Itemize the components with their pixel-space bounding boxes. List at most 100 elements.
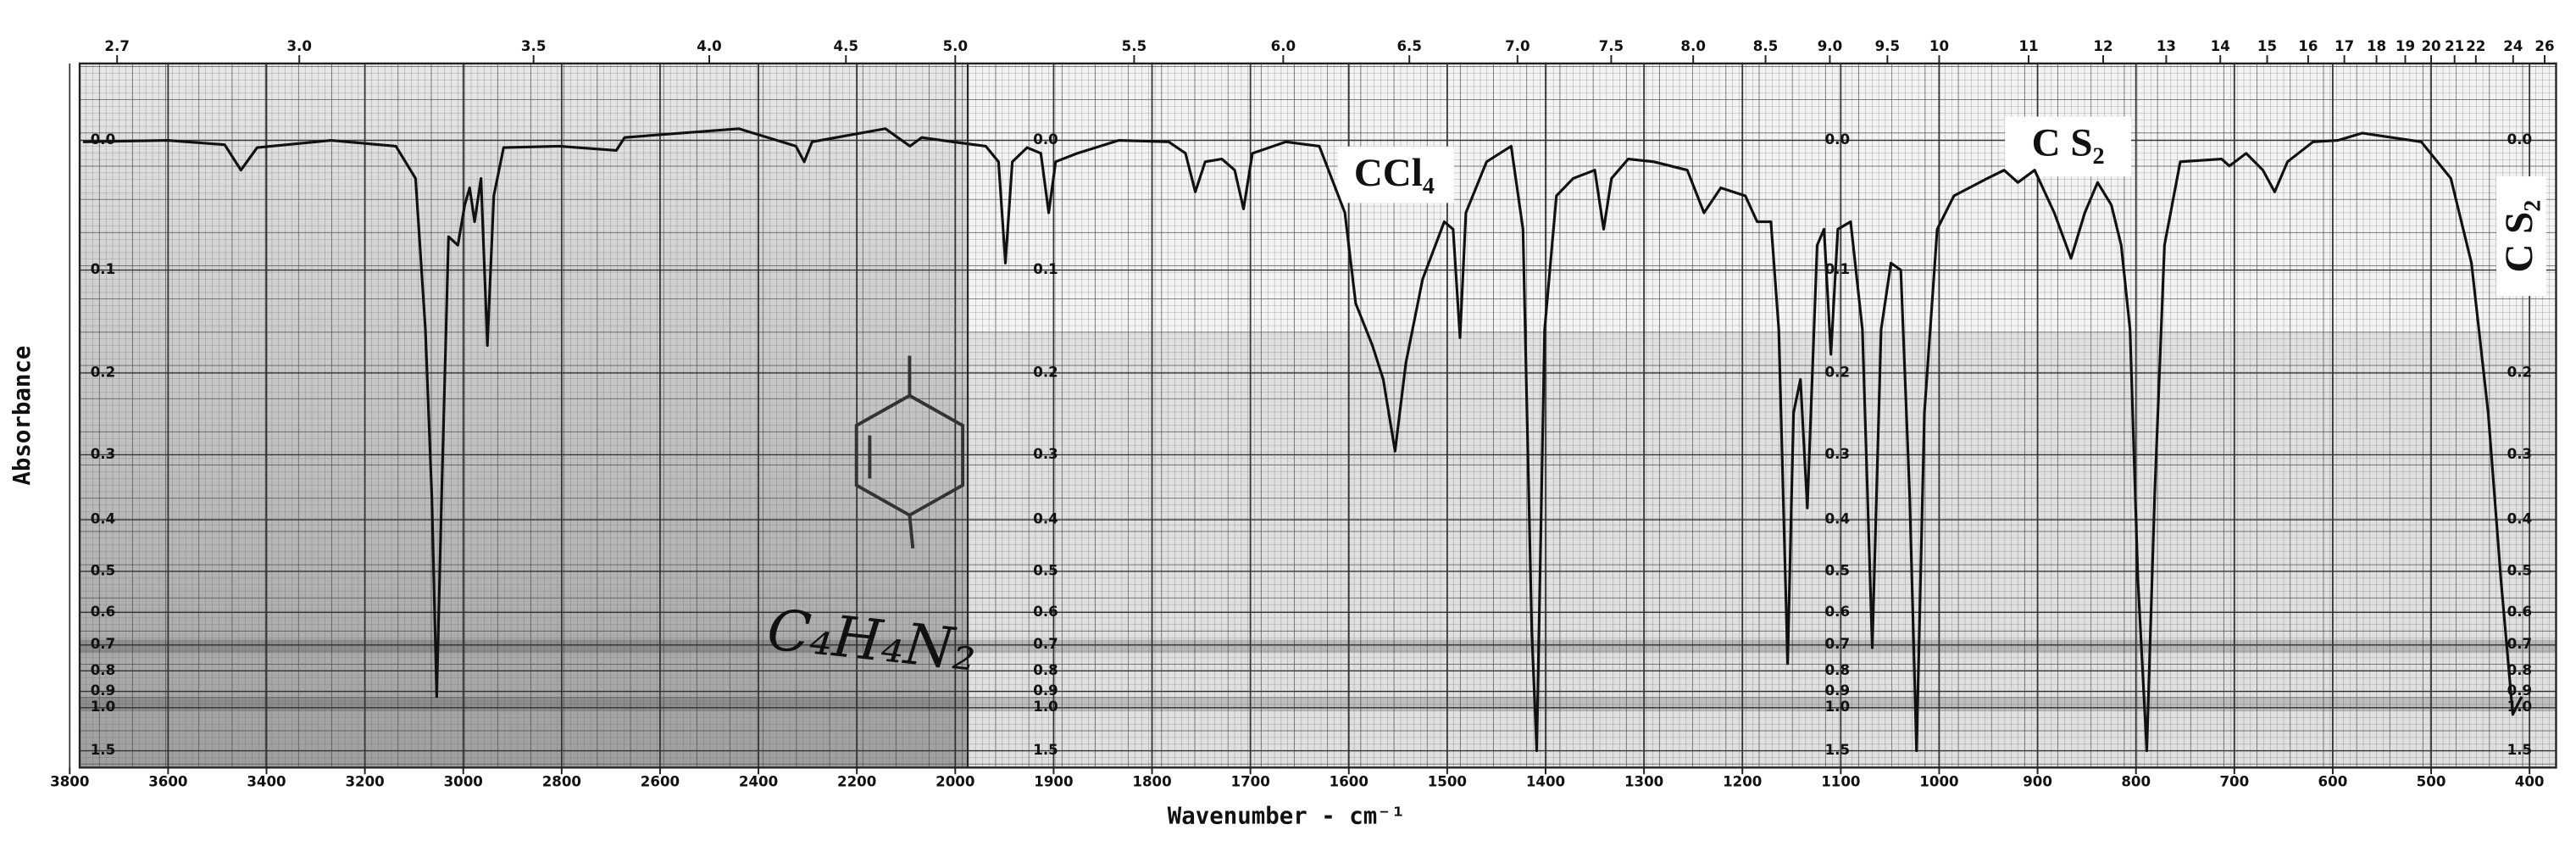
y-tick-label: 0.5	[91, 562, 115, 578]
x-tick-label: 2400	[739, 774, 778, 790]
y-axis-title: Absorbance	[9, 346, 36, 486]
annotation: CCl₄	[1354, 151, 1435, 195]
x-tick-label: 2200	[837, 774, 876, 790]
x-tick-label: 1500	[1428, 774, 1467, 790]
y-tick-label: 0.7	[1033, 636, 1058, 652]
plot	[82, 127, 2523, 753]
label-box	[2496, 176, 2546, 297]
y-tick-label: 0.6	[2507, 604, 2532, 620]
y-tick-label: 0.9	[1825, 682, 1850, 699]
x2-tick-label: 15	[2257, 38, 2277, 54]
x2-tick-label: 17	[2334, 38, 2354, 54]
annotation: C S₂	[2497, 200, 2541, 273]
label-box	[2005, 116, 2132, 177]
y-tick-label: 0.5	[2507, 562, 2532, 578]
x2-tick-label: 3.5	[521, 38, 546, 54]
y-tick-label: 0.6	[1033, 604, 1058, 620]
y-tick-label: 1.0	[91, 699, 115, 715]
x2-tick-label: 12	[2093, 38, 2112, 54]
y-tick-label: 0.3	[91, 446, 115, 462]
y-tick-label: 0.8	[1033, 662, 1058, 678]
y-tick-label: 0.4	[91, 511, 115, 527]
y-tick-label: 0.4	[2507, 511, 2532, 527]
y-tick-label: 0.6	[91, 604, 115, 620]
x2-tick-label: 9.5	[1875, 38, 1900, 54]
x-tick-label: 2000	[935, 774, 974, 790]
y-tick-label: 0.2	[1825, 364, 1850, 380]
x-tick-label: 1000	[1919, 774, 1958, 790]
paper-band	[80, 698, 2557, 711]
x-tick-label: 1600	[1330, 774, 1368, 790]
y-tick-label: 0.7	[91, 636, 115, 652]
x-tick-label: 1400	[1526, 774, 1565, 790]
y-tick-label: 0.1	[1825, 261, 1850, 277]
x2-tick-label: 5.0	[943, 38, 968, 54]
x-axis-title: Wavenumber - cm⁻¹	[1168, 804, 1406, 830]
y-tick-label: 0.5	[1825, 562, 1850, 578]
y-tick-label: 0.2	[1033, 364, 1058, 380]
x2-tick-label: 7.5	[1599, 38, 1624, 54]
y-tick-label: 0.2	[2507, 364, 2532, 380]
y-tick-label: 0.3	[1033, 446, 1058, 462]
x2-tick-label: 26	[2534, 38, 2554, 54]
ring-bond	[868, 355, 915, 549]
x-tick-label: 3400	[247, 774, 286, 790]
y-tick-label: 0.7	[1825, 636, 1850, 652]
x-tick-label: 3800	[50, 774, 89, 790]
annotation: C S₂	[2032, 121, 2105, 165]
x-tick-label: 400	[2515, 774, 2545, 790]
label-box	[1337, 146, 1454, 203]
y-tick-label: 0.8	[2507, 662, 2532, 678]
x2-tick-label: 24	[2503, 38, 2523, 54]
x2-tick-label: 3.0	[286, 38, 311, 54]
frame	[78, 62, 2557, 769]
x-tick-label: 1200	[1723, 774, 1762, 790]
y-tick-label: 1.5	[2507, 742, 2532, 758]
x-tick-label: 3000	[444, 774, 483, 790]
x2-tick-label: 20	[2421, 38, 2440, 54]
x2-tick-label: 19	[2396, 38, 2415, 54]
y-tick-label: 0.0	[1825, 131, 1850, 148]
spectrum-line	[82, 127, 2523, 753]
x-tick-label: 1300	[1624, 774, 1663, 790]
x2-tick-label: 6.5	[1396, 38, 1421, 54]
x2-tick-label: 21	[2445, 38, 2464, 54]
y-tick-label: 0.9	[1033, 682, 1058, 699]
y-tick-label: 0.4	[1033, 511, 1058, 527]
grid	[69, 55, 2557, 775]
y-tick-label: 1.5	[91, 742, 115, 758]
x-tick-label: 1900	[1034, 774, 1073, 790]
x2-tick-label: 9.0	[1818, 38, 1842, 54]
y-tick-label: 0.5	[1033, 562, 1058, 578]
y-tick-label: 1.0	[1825, 699, 1850, 715]
y-tick-label: 0.1	[91, 261, 115, 277]
x-tick-label: 3200	[345, 774, 384, 790]
y-tick-label: 0.0	[1033, 131, 1058, 148]
x2-tick-label: 7.0	[1505, 38, 1530, 54]
x2-tick-label: 10	[1929, 38, 1949, 54]
tick-labels: 3800 3600 3400 3200 3000 2800 2600 2400 2200 2000…	[50, 38, 2554, 790]
y-tick-label: 0.6	[1825, 604, 1850, 620]
y-tick-label: 0.8	[91, 662, 115, 678]
x-tick-label: 1800	[1132, 774, 1171, 790]
x-tick-label: 2800	[542, 774, 581, 790]
y-tick-label: 1.5	[1033, 742, 1058, 758]
x2-tick-label: 8.5	[1753, 38, 1778, 54]
x2-tick-label: 22	[2466, 38, 2485, 54]
y-tick-label: 0.3	[1825, 446, 1850, 462]
x-tick-label: 800	[2121, 774, 2151, 790]
y-tick-label: 0.4	[1825, 511, 1850, 527]
x2-tick-label: 2.7	[104, 38, 129, 54]
x-tick-label: 1700	[1231, 774, 1270, 790]
y-tick-label: 1.5	[1825, 742, 1850, 758]
x-tick-label: 1100	[1821, 774, 1860, 790]
y-tick-label: 0.0	[91, 131, 115, 148]
x2-tick-label: 13	[2157, 38, 2176, 54]
x2-tick-label: 6.0	[1271, 38, 1296, 54]
ring-sketch	[854, 355, 965, 549]
x-tick-label: 3600	[148, 774, 187, 790]
x2-tick-label: 4.0	[697, 38, 721, 54]
x-tick-label: 2600	[641, 774, 680, 790]
x2-tick-label: 11	[2018, 38, 2038, 54]
